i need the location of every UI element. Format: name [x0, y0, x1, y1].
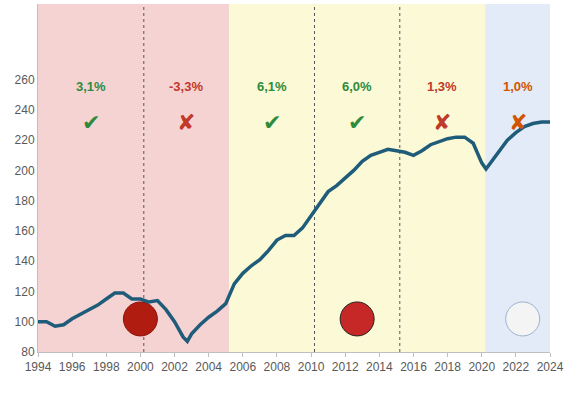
svg-text:2004: 2004 [195, 360, 222, 374]
svg-text:160: 160 [15, 224, 35, 238]
svg-text:220: 220 [15, 133, 35, 147]
svg-text:180: 180 [15, 194, 35, 208]
svg-text:1,0%: 1,0% [503, 79, 533, 94]
svg-text:2020: 2020 [468, 360, 495, 374]
svg-text:1,3%: 1,3% [427, 79, 457, 94]
svg-text:2022: 2022 [503, 360, 530, 374]
svg-text:240: 240 [15, 103, 35, 117]
svg-text:2016: 2016 [400, 360, 427, 374]
svg-text:2014: 2014 [366, 360, 393, 374]
svg-text:1994: 1994 [25, 360, 52, 374]
svg-text:2010: 2010 [298, 360, 325, 374]
svg-text:✔: ✔ [82, 110, 100, 135]
svg-text:3,1%: 3,1% [76, 79, 106, 94]
svg-text:2006: 2006 [229, 360, 256, 374]
svg-text:2024: 2024 [537, 360, 564, 374]
svg-text:260: 260 [15, 73, 35, 87]
svg-text:✘: ✘ [433, 110, 451, 135]
svg-text:100: 100 [15, 315, 35, 329]
svg-text:-3,3%: -3,3% [169, 79, 203, 94]
svg-text:✔: ✔ [348, 110, 366, 135]
svg-text:✘: ✘ [509, 110, 527, 135]
svg-text:140: 140 [15, 254, 35, 268]
svg-text:6,0%: 6,0% [342, 79, 372, 94]
svg-text:✔: ✔ [263, 110, 281, 135]
svg-text:80: 80 [21, 345, 35, 359]
svg-text:120: 120 [15, 285, 35, 299]
svg-text:2008: 2008 [264, 360, 291, 374]
svg-text:1998: 1998 [93, 360, 120, 374]
svg-text:1996: 1996 [59, 360, 86, 374]
svg-text:2018: 2018 [434, 360, 461, 374]
svg-text:6,1%: 6,1% [257, 79, 287, 94]
svg-text:2000: 2000 [127, 360, 154, 374]
svg-text:2002: 2002 [161, 360, 188, 374]
svg-text:✘: ✘ [177, 110, 195, 135]
svg-text:200: 200 [15, 164, 35, 178]
svg-text:2012: 2012 [332, 360, 359, 374]
